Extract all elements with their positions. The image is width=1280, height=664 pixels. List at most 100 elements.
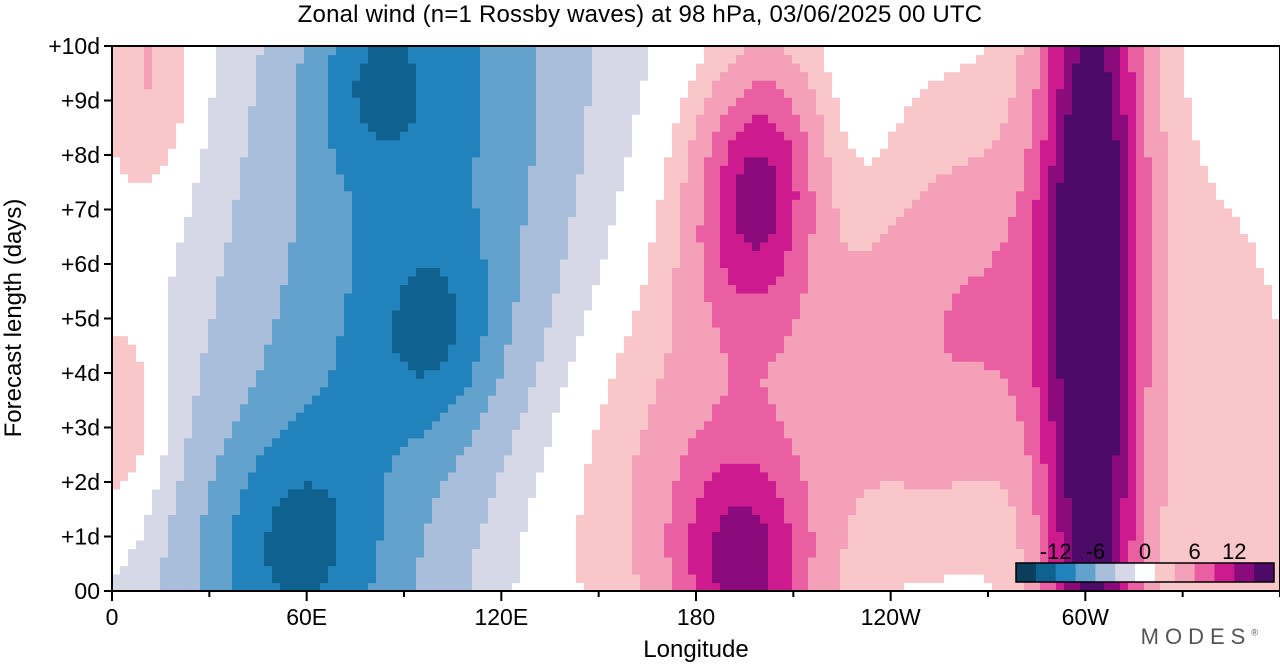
contour-cell xyxy=(1256,548,1265,558)
contour-cell xyxy=(608,514,617,524)
contour-cell xyxy=(832,573,841,584)
contour-cell xyxy=(616,403,625,413)
contour-cell xyxy=(1248,582,1257,591)
contour-cell xyxy=(136,437,145,447)
contour-cell xyxy=(152,429,161,439)
contour-cell xyxy=(584,369,593,379)
contour-cell xyxy=(304,573,313,584)
contour-cell xyxy=(832,369,841,379)
contour-cell xyxy=(1232,309,1241,320)
contour-cell xyxy=(664,378,673,388)
contour-cell xyxy=(1184,412,1193,422)
contour-cell xyxy=(208,514,217,524)
contour-cell xyxy=(224,573,233,584)
contour-cell xyxy=(1240,318,1249,328)
contour-cell xyxy=(816,480,825,490)
contour-cell xyxy=(568,454,577,464)
contour-cell xyxy=(792,471,801,481)
contour-cell xyxy=(368,429,377,439)
contour-cell xyxy=(480,403,489,413)
contour-cell xyxy=(672,403,681,413)
contour-cell xyxy=(1184,318,1193,328)
contour-cell xyxy=(752,309,761,320)
contour-cell xyxy=(720,463,729,473)
contour-cell xyxy=(1208,309,1217,320)
contour-cell xyxy=(912,318,921,328)
contour-cell xyxy=(400,573,409,584)
contour-cell xyxy=(736,573,745,584)
contour-cell xyxy=(696,582,705,591)
contour-cell xyxy=(120,386,129,396)
contour-cell xyxy=(1200,352,1209,362)
contour-cell xyxy=(488,344,497,354)
contour-cell xyxy=(1048,335,1057,345)
contour-cell xyxy=(1216,522,1225,532)
contour-cell xyxy=(184,335,193,345)
contour-cell xyxy=(744,488,753,498)
contour-cell xyxy=(624,556,633,567)
contour-cell xyxy=(712,403,721,413)
contour-cell xyxy=(1136,446,1145,456)
contour-cell xyxy=(264,403,273,413)
contour-cell xyxy=(936,429,945,439)
contour-cell xyxy=(736,309,745,320)
contour-cell xyxy=(1136,420,1145,430)
contour-cell xyxy=(744,548,753,558)
contour-cell xyxy=(256,292,265,303)
contour-cell xyxy=(848,488,857,498)
contour-cell xyxy=(904,505,913,515)
contour-cell xyxy=(552,497,561,507)
contour-cell xyxy=(1232,582,1241,591)
contour-cell xyxy=(912,437,921,447)
contour-cell xyxy=(320,369,329,379)
contour-cell xyxy=(608,505,617,515)
contour-cell xyxy=(384,361,393,371)
contour-cell xyxy=(416,488,425,498)
contour-cell xyxy=(1016,361,1025,371)
contour-cell xyxy=(976,378,985,388)
contour-cell xyxy=(248,429,257,439)
contour-cell xyxy=(128,573,137,584)
contour-cell xyxy=(952,318,961,328)
contour-cell xyxy=(376,429,385,439)
contour-cell xyxy=(192,412,201,422)
contour-cell xyxy=(512,386,521,396)
contour-cell xyxy=(392,403,401,413)
contour-cell xyxy=(1128,403,1137,413)
contour-cell xyxy=(488,514,497,524)
contour-cell xyxy=(664,454,673,464)
contour-cell xyxy=(120,505,129,515)
contour-cell xyxy=(776,420,785,430)
contour-cell xyxy=(688,437,697,447)
contour-cell xyxy=(232,514,241,524)
contour-cell xyxy=(192,378,201,388)
contour-cell xyxy=(336,429,345,439)
contour-cell xyxy=(1120,420,1129,430)
contour-cell xyxy=(544,539,553,550)
contour-cell xyxy=(248,378,257,388)
contour-cell xyxy=(776,327,785,337)
contour-cell xyxy=(480,344,489,354)
contour-cell xyxy=(864,463,873,473)
contour-cell xyxy=(616,386,625,396)
contour-cell xyxy=(560,488,569,498)
contour-cell xyxy=(744,344,753,354)
contour-cell xyxy=(1064,488,1073,498)
contour-cell xyxy=(400,522,409,532)
contour-cell xyxy=(440,514,449,524)
contour-cell xyxy=(280,301,289,311)
contour-cell xyxy=(840,497,849,507)
contour-cell xyxy=(640,395,649,405)
contour-cell xyxy=(360,420,369,430)
contour-cell xyxy=(1000,531,1009,541)
contour-cell xyxy=(512,463,521,473)
contour-cell xyxy=(224,582,233,591)
contour-cell xyxy=(728,327,737,337)
contour-cell xyxy=(264,344,273,354)
contour-cell xyxy=(1248,378,1257,388)
contour-cell xyxy=(1000,412,1009,422)
contour-cell xyxy=(472,514,481,524)
contour-cell xyxy=(600,352,609,362)
contour-cell xyxy=(1176,369,1185,379)
contour-cell xyxy=(1176,327,1185,337)
